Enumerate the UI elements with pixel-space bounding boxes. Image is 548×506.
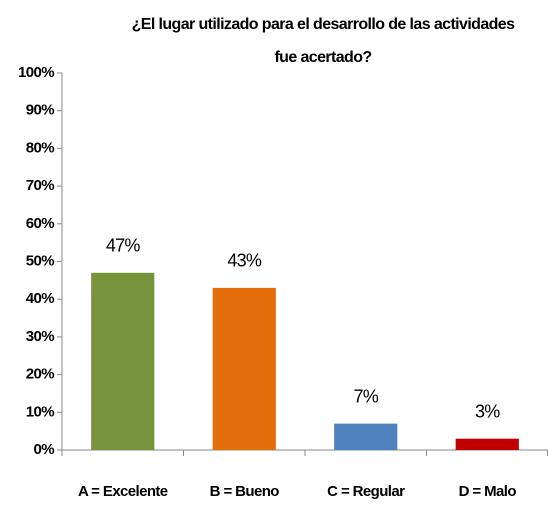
x-tick-label: B = Bueno bbox=[210, 483, 280, 500]
y-tick-label: 80% bbox=[26, 139, 54, 156]
y-tick-label: 30% bbox=[26, 328, 54, 345]
y-tick-label: 40% bbox=[26, 290, 54, 307]
bar bbox=[91, 272, 155, 450]
x-tick-label: D = Malo bbox=[459, 483, 517, 500]
x-tick-label: C = Regular bbox=[327, 483, 405, 500]
chart-title: fue acertado? bbox=[274, 49, 371, 66]
y-tick-label: 100% bbox=[18, 64, 54, 81]
chart-title: ¿El lugar utilizado para el desarrollo d… bbox=[132, 16, 516, 33]
y-tick-label: 0% bbox=[34, 441, 55, 458]
value-label: 7% bbox=[354, 386, 379, 406]
y-tick-label: 90% bbox=[26, 102, 54, 119]
value-label: 47% bbox=[106, 236, 140, 256]
y-tick-label: 10% bbox=[26, 403, 54, 420]
x-tick-label: A = Excelente bbox=[78, 483, 168, 500]
bar bbox=[212, 287, 276, 450]
value-label: 43% bbox=[227, 251, 261, 271]
y-tick-label: 70% bbox=[26, 177, 54, 194]
y-tick-label: 20% bbox=[26, 366, 54, 383]
y-tick-label: 50% bbox=[26, 252, 54, 269]
bar bbox=[455, 438, 519, 450]
bar bbox=[334, 423, 398, 450]
y-tick-label: 60% bbox=[26, 215, 54, 232]
value-label: 3% bbox=[475, 401, 500, 421]
